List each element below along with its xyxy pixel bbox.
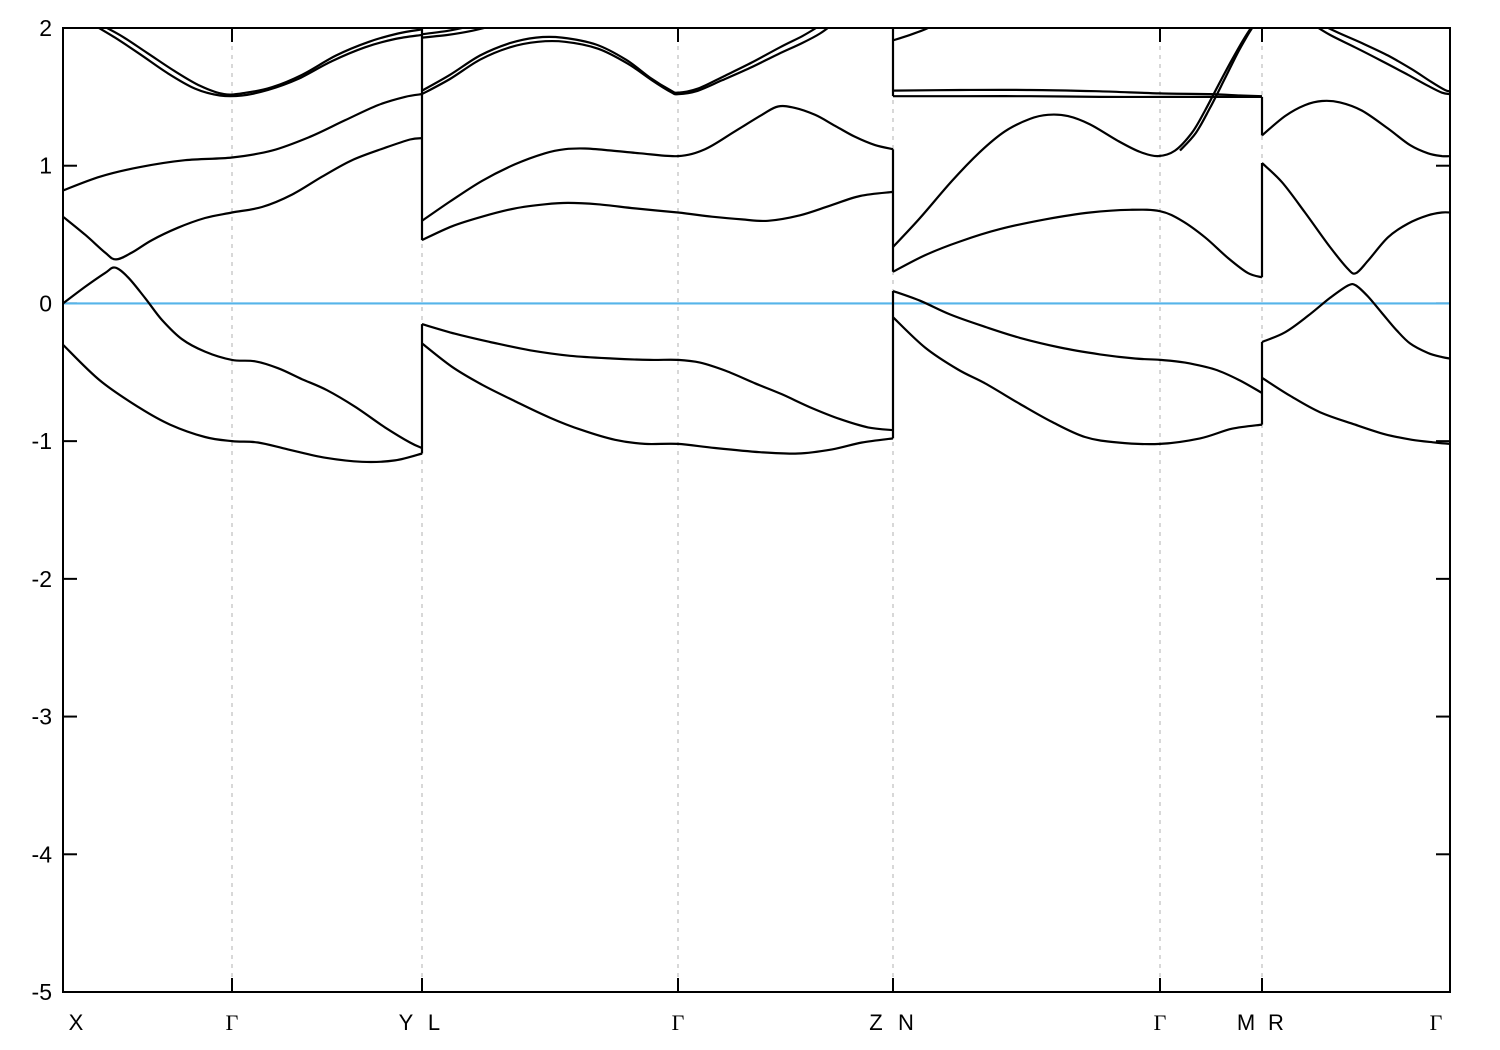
- k-point-label-l: L: [428, 1010, 440, 1035]
- band-segment-p2-pair-b: [421, 27, 820, 94]
- band-segment-p3-top-curl: [892, 27, 933, 42]
- band-curves: [62, 27, 1451, 464]
- band-segment-p2-band4: [421, 104, 894, 222]
- band-segment-p4-band0: [1261, 376, 1451, 445]
- band-segment-p4-band1: [1261, 282, 1451, 360]
- band-segment-p3-band3: [892, 208, 1263, 279]
- y-tick-label: 2: [39, 15, 52, 41]
- k-point-label-y: Y: [399, 1010, 414, 1035]
- band-segment-p1-band5b: [102, 27, 423, 96]
- k-point-label-n: N: [898, 1010, 914, 1035]
- k-point-label-gamma: Γ: [672, 1010, 685, 1035]
- band-segment-p3-band4: [892, 27, 1254, 248]
- axis-ticks: [63, 28, 1450, 992]
- y-tick-label: 0: [39, 290, 52, 316]
- y-tick-label: -1: [32, 428, 52, 454]
- panel-connectors: [420, 28, 1264, 454]
- band-segment-p1-band3: [62, 137, 423, 261]
- band-segment-p1-band2: [62, 266, 423, 450]
- y-tick-label: -4: [32, 841, 53, 867]
- axis-labels: 2 1 0 -1 -2 -3 -4 -5 X Γ Y L Γ Z N Γ M R Γ: [32, 15, 1443, 1035]
- y-tick-label: 1: [39, 153, 52, 179]
- band-segment-p3-band1: [892, 316, 1263, 446]
- y-tick-label: -5: [32, 979, 52, 1005]
- band-segment-p4-band2: [1261, 162, 1451, 275]
- band-segment-p4-top-a: [1314, 27, 1451, 96]
- k-point-label-gamma: Γ: [1430, 1010, 1443, 1035]
- plot-border: [62, 27, 1451, 993]
- band-segment-p4-top-b: [1323, 27, 1451, 93]
- band-segment-p1-band4: [62, 93, 423, 192]
- k-point-label-x: X: [69, 1010, 84, 1035]
- y-tick-label: -3: [32, 704, 52, 730]
- band-segment-p3-flat-a: [892, 95, 1262, 99]
- band-segment-p4-band3: [1261, 99, 1451, 158]
- k-point-label-gamma: Γ: [1154, 1010, 1167, 1035]
- band-segment-p2-band1: [421, 342, 894, 455]
- k-point-label-z: Z: [869, 1010, 882, 1035]
- gridlines: [231, 28, 1263, 992]
- k-point-label-m: M: [1237, 1010, 1255, 1035]
- k-point-label-gamma: Γ: [226, 1010, 239, 1035]
- band-segment-p3-band2: [892, 289, 1263, 394]
- band-segment-p1-band1: [62, 343, 423, 464]
- band-segment-p3-riser-twin: [1179, 27, 1255, 152]
- band-segment-p2-band3: [421, 190, 894, 242]
- band-segment-p1-band5a: [95, 27, 423, 98]
- y-tick-label: -2: [32, 566, 52, 592]
- plot-border-rect: [62, 27, 1451, 993]
- band-segment-p3-flat-b: [892, 88, 1263, 98]
- band-segment-p2-band2: [421, 323, 894, 432]
- k-point-label-r: R: [1268, 1010, 1284, 1035]
- band-segment-p2-pair-a: [421, 27, 831, 96]
